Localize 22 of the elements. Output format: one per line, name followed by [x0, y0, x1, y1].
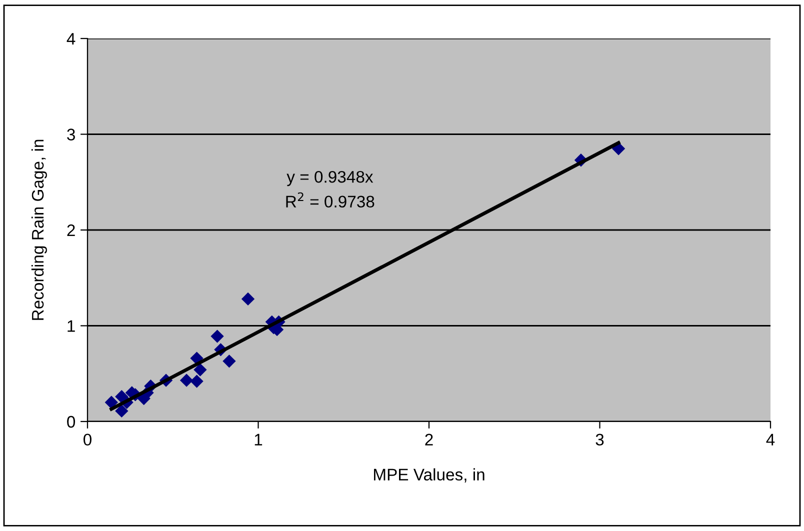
x-tick-label: 0: [84, 434, 92, 446]
annotation: R$^{2}$ = 0.9738: [286, 192, 374, 208]
x-tick-label: 4: [766, 434, 775, 446]
point: [115, 404, 128, 418]
x-tick-label: 2: [425, 434, 433, 446]
x-axis-title: MPE Values, in: [374, 468, 484, 482]
point: [241, 292, 255, 306]
x-tick-label: 3: [596, 434, 604, 446]
point: [222, 354, 236, 368]
y-tick-label: 3: [67, 128, 75, 140]
annotation: y = 0.9348x: [286, 170, 374, 186]
x-tick-label: 1: [254, 434, 262, 446]
point: [194, 363, 207, 376]
y-tick-label: 4: [66, 33, 76, 45]
y-axis-title: Recording Rain Gage, in: [31, 140, 47, 320]
y-tick-label: 2: [67, 224, 75, 236]
point: [190, 374, 204, 388]
point: [104, 396, 118, 409]
point: [180, 374, 194, 387]
point: [210, 330, 224, 343]
y-tick-label: 1: [68, 320, 75, 332]
y-tick-label: 0: [67, 416, 76, 428]
